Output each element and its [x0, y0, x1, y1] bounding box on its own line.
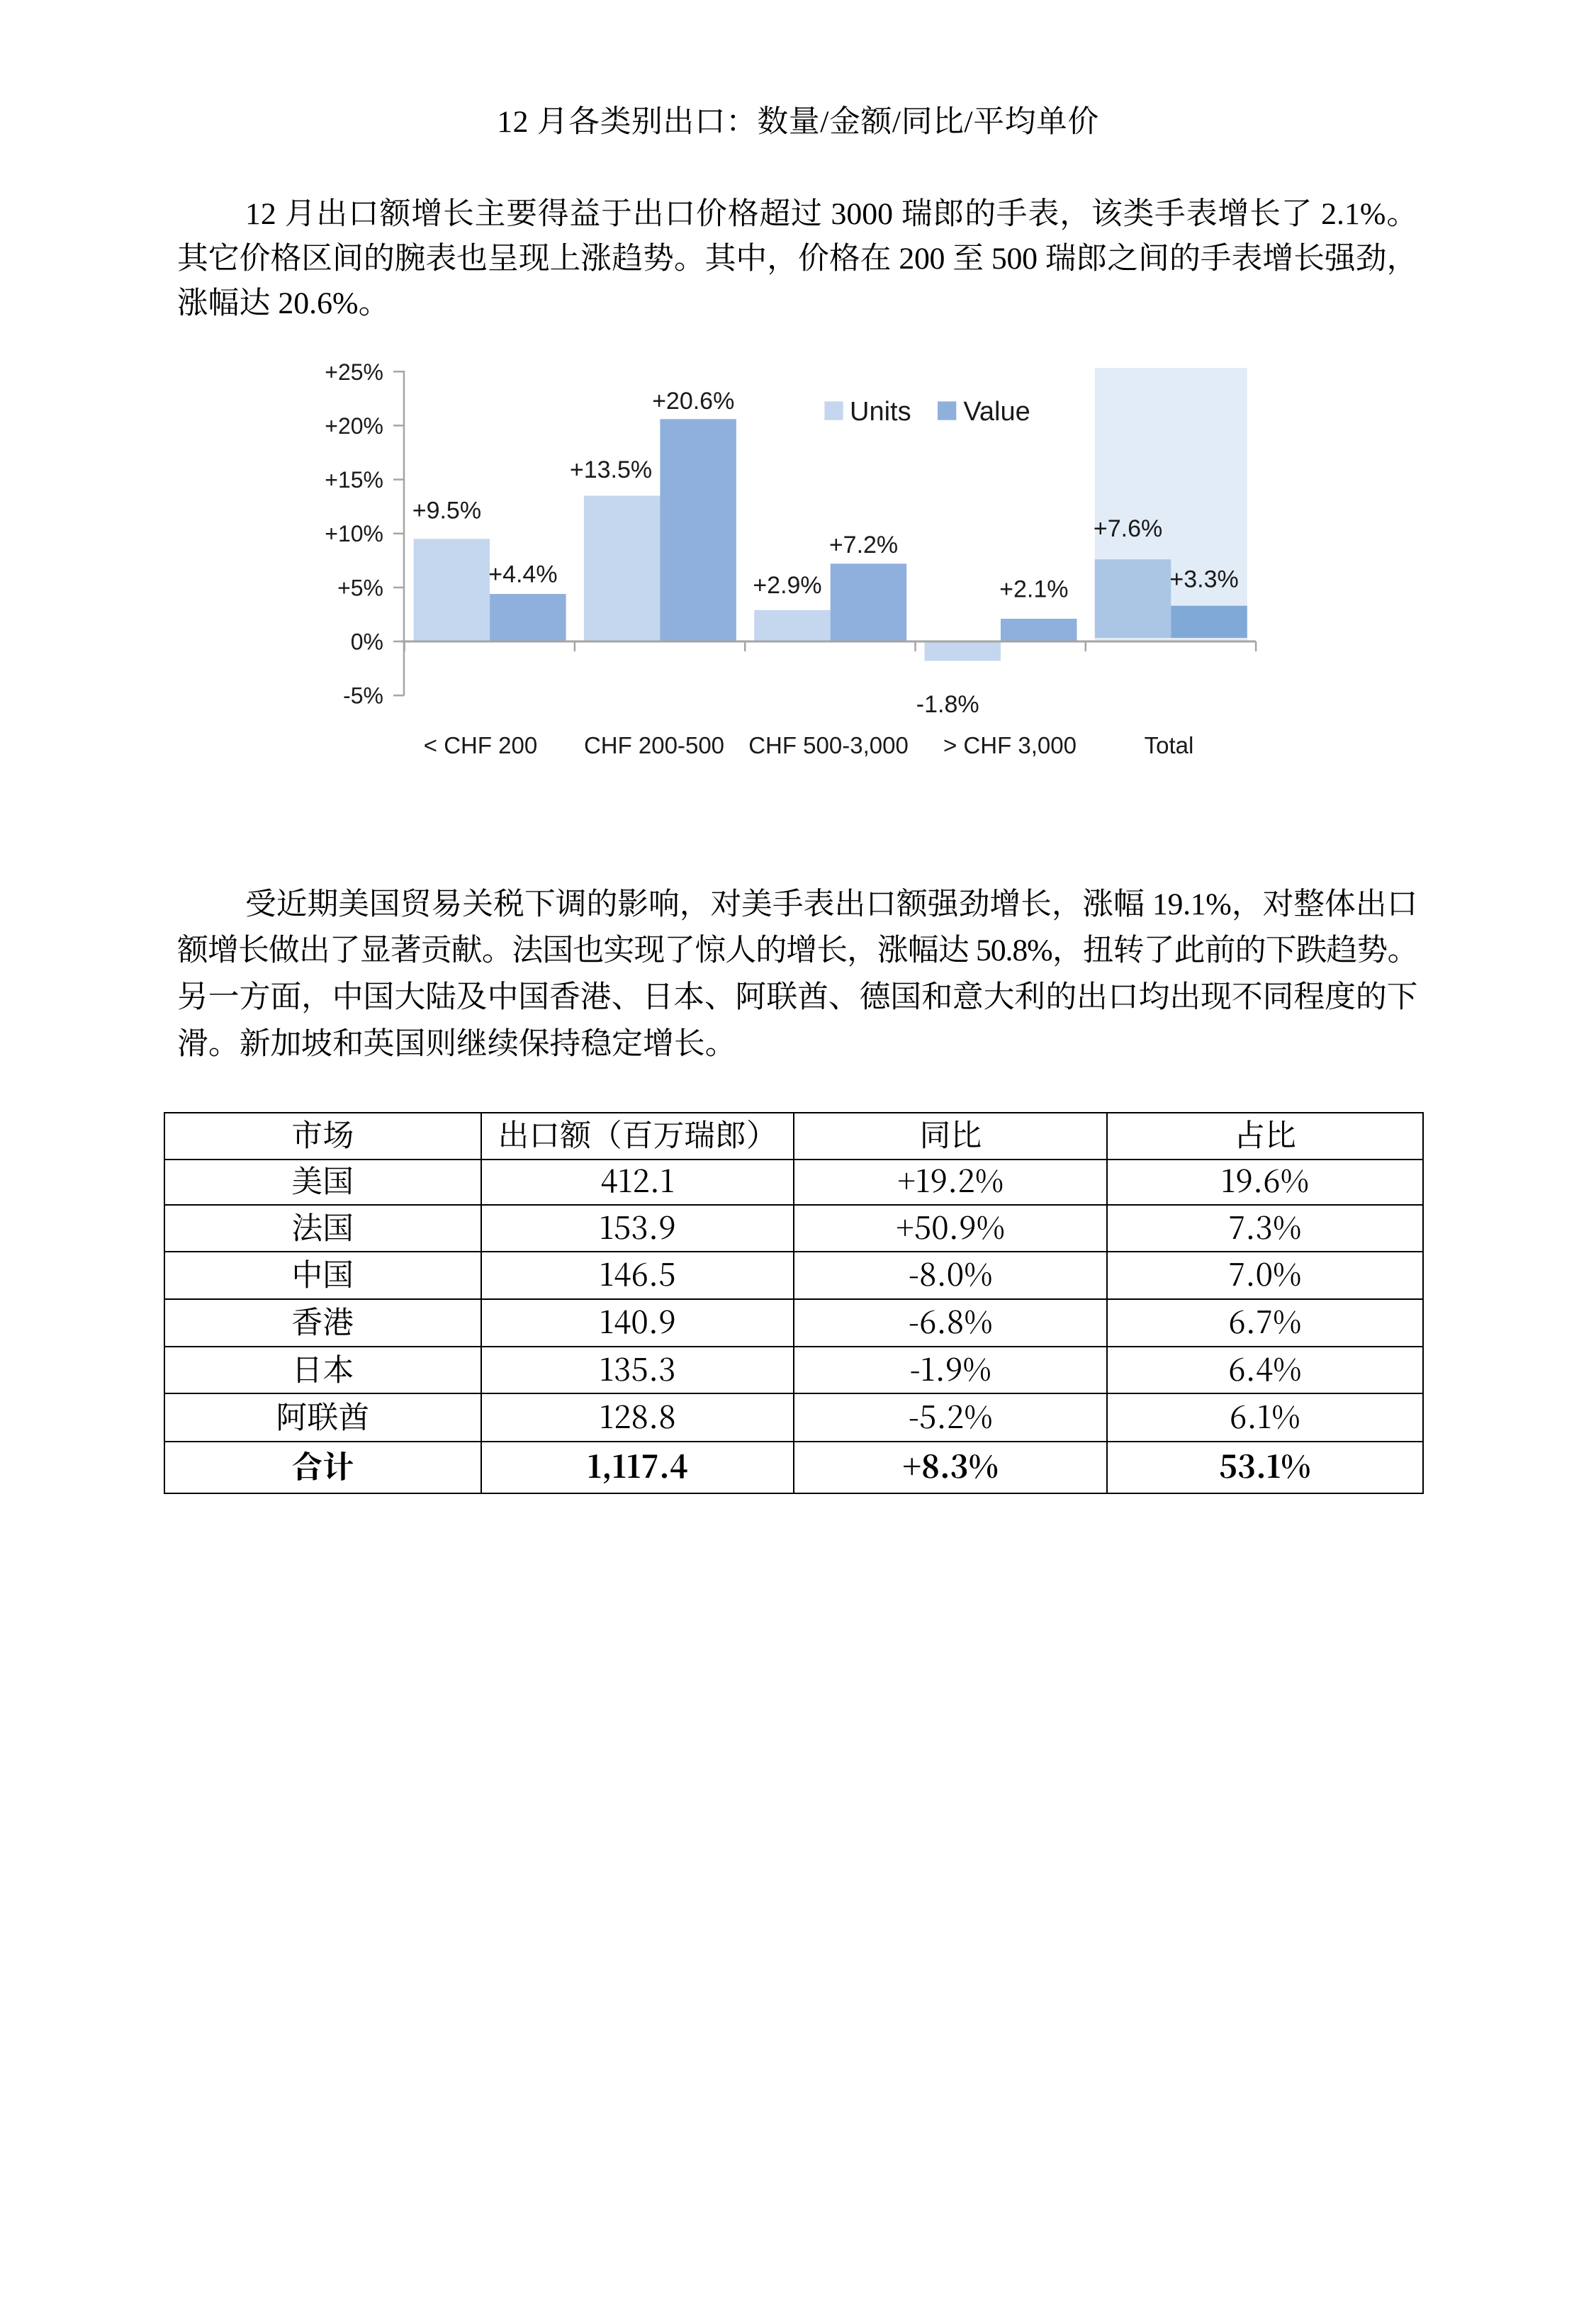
svg-text:Total: Total: [1145, 732, 1194, 758]
svg-text:+9.5%: +9.5%: [412, 498, 481, 524]
svg-text:Value: Value: [963, 397, 1030, 427]
svg-text:0%: 0%: [351, 629, 383, 655]
svg-text:> CHF 3,000: > CHF 3,000: [943, 732, 1077, 758]
svg-text:-5%: -5%: [343, 683, 383, 709]
svg-text:-1.8%: -1.8%: [916, 691, 979, 718]
svg-text:Units: Units: [850, 397, 911, 427]
svg-text:+25%: +25%: [325, 359, 383, 385]
svg-text:CHF 500-3,000: CHF 500-3,000: [748, 732, 909, 758]
svg-text:+7.6%: +7.6%: [1094, 515, 1162, 542]
svg-text:< CHF 200: < CHF 200: [424, 732, 538, 758]
svg-text:CHF 200-500: CHF 200-500: [584, 732, 724, 758]
svg-text:+15%: +15%: [325, 467, 383, 493]
svg-text:+7.2%: +7.2%: [829, 532, 898, 558]
svg-text:+20.6%: +20.6%: [652, 388, 734, 415]
svg-text:+5%: +5%: [337, 575, 383, 600]
svg-text:+4.4%: +4.4%: [488, 561, 557, 588]
svg-text:+20%: +20%: [325, 413, 383, 439]
svg-text:+13.5%: +13.5%: [570, 456, 652, 483]
svg-text:+3.3%: +3.3%: [1169, 566, 1238, 593]
svg-text:+2.1%: +2.1%: [999, 576, 1068, 603]
svg-text:+10%: +10%: [325, 521, 383, 546]
svg-text:+2.9%: +2.9%: [753, 572, 821, 599]
